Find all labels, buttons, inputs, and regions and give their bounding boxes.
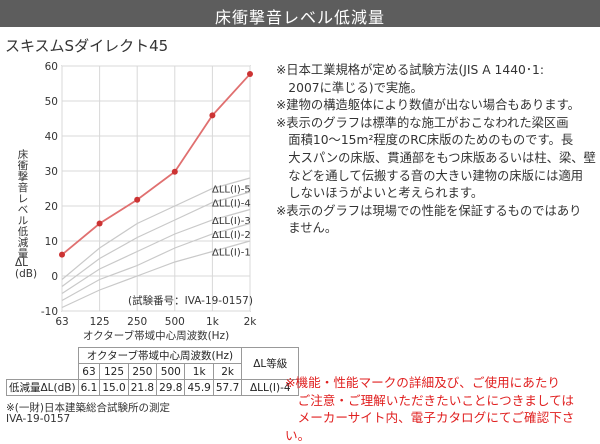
footer-test-id: IVA-19-0157 <box>6 413 71 425</box>
reference-curve <box>61 222 251 302</box>
y-tick-label: -10 <box>41 306 58 318</box>
table-value-cell: 45.9 <box>184 379 214 396</box>
warning-block: ※機能・性能マークの詳細及び、ご使用にあたり ご注意・ご理解いただきたいことにつ… <box>285 374 597 444</box>
y-axis-unit-db: (dB) <box>15 268 38 280</box>
y-axis-unit: ΔL (dB) <box>15 258 43 280</box>
note-line: 大スパンの床版、貫通部をもつ床版あるいは柱、梁、壁 <box>276 150 596 165</box>
footer-source: ※(一財)日本建築総合試験所の測定 <box>6 402 170 414</box>
reference-curve-label: ΔLL(Ⅰ)-4 <box>212 199 251 210</box>
reference-curve-label: ΔLL(Ⅰ)-1 <box>212 248 251 259</box>
y-tick-label: 50 <box>45 96 58 108</box>
y-axis-label: 床衝撃音レベル低減量 <box>17 149 29 260</box>
note-line: ※日本工業規格が定める試験方法(JIS A 1440･1: <box>276 63 544 77</box>
note-line: しないほうがよいと考えられます。 <box>276 186 484 201</box>
data-point <box>247 71 253 78</box>
warning-line: ※機能・性能マークの詳細及び、ご使用にあたり <box>285 375 561 390</box>
data-point <box>134 196 141 203</box>
note-line: 2007に準じる)で実施。 <box>276 80 423 95</box>
notes-block: ※日本工業規格が定める試験方法(JIS A 1440･1: 2007に準じる)で… <box>276 62 596 238</box>
x-tick-label: 2k <box>244 316 258 328</box>
table-freq-cell: 1k <box>184 363 214 380</box>
x-tick-label: 500 <box>165 316 185 328</box>
table-corner <box>6 347 79 380</box>
table-value-cell: 6.1 <box>77 379 101 396</box>
reference-curve <box>61 177 251 280</box>
note-line: ※表示のグラフは現場での性能を保証するものではあり <box>276 203 582 218</box>
note-line: ※表示のグラフは標準的な施工がおこなわれた梁区画 <box>276 115 569 130</box>
product-name: スキスムSダイレクト45 <box>5 37 169 55</box>
x-axis-label: オクターブ帯域中心周波数(Hz) <box>83 329 229 342</box>
table-freq-cell: 63 <box>77 363 101 380</box>
x-tick-label: 125 <box>90 316 110 328</box>
data-table: オクターブ帯域中心周波数(Hz) ΔL等級 63 125 250 500 1k … <box>6 347 300 396</box>
table-value-cell: 15.0 <box>99 379 129 396</box>
grid <box>61 65 251 312</box>
note-line: などを通して伝搬する音の大きい建物の床版には適用 <box>276 168 584 183</box>
note-line: ません。 <box>276 221 338 236</box>
y-tick-label: 10 <box>45 236 58 248</box>
table-freq-cell: 250 <box>127 363 158 380</box>
y-tick-label: 20 <box>45 201 58 213</box>
title-banner: 床衝撃音レベル低減量 <box>0 0 600 27</box>
y-tick-label: 30 <box>45 166 58 178</box>
warning-line: メーカーサイト内、電子カタログにてご確認下さい。 <box>285 410 575 443</box>
x-tick-label: 250 <box>127 316 147 328</box>
y-tick-label: 40 <box>45 131 58 143</box>
table-freq-header: オクターブ帯域中心周波数(Hz) <box>77 347 243 364</box>
banner-title: 床衝撃音レベル低減量 <box>214 8 385 27</box>
x-tick-label: 1k <box>206 316 220 328</box>
plot-area <box>61 65 251 312</box>
table-grade-header: ΔL等級 <box>241 347 300 380</box>
table-freq-cell: 125 <box>99 363 129 380</box>
reduction-chart: ΔLL(Ⅰ)-5 ΔLL(Ⅰ)-4 ΔLL(Ⅰ)-3 ΔLL(Ⅰ)-2 ΔLL(Ⅰ)-1… <box>41 61 257 342</box>
table-row-label: 低減量ΔL(dB) <box>6 379 79 396</box>
y-tick-label: 60 <box>45 61 58 73</box>
data-point <box>171 168 178 175</box>
series-line <box>61 73 251 256</box>
data-point <box>209 112 216 119</box>
reference-curves: ΔLL(Ⅰ)-5 ΔLL(Ⅰ)-4 ΔLL(Ⅰ)-3 ΔLL(Ⅰ)-2 ΔLL(Ⅰ)-1 <box>61 177 251 309</box>
x-tick-label: 63 <box>55 316 68 328</box>
table-value-cell: 57.7 <box>212 379 243 396</box>
table-grade-cell: ΔLL(Ⅰ)-4 <box>241 379 300 396</box>
table-value-cell: 21.8 <box>127 379 158 396</box>
reference-curve-label: ΔLL(Ⅰ)-3 <box>212 216 251 227</box>
reference-curve <box>61 240 251 309</box>
reference-curve-label: ΔLL(Ⅰ)-5 <box>212 185 251 196</box>
x-ticks: 63 125 250 500 1k 2k <box>55 316 257 328</box>
data-point <box>96 220 103 227</box>
note-line: 面積10～15m²程度のRC床版のためのものです。長 <box>276 133 574 148</box>
data-series <box>59 71 253 258</box>
warning-line: ご注意・ご理解いただきたいことにつきましては <box>285 392 575 408</box>
table-value-cell: 29.8 <box>156 379 186 396</box>
table-freq-cell: 2k <box>212 363 243 380</box>
y-ticks: 60 50 40 30 20 10 0 -10 <box>41 61 58 318</box>
reference-curve <box>61 191 251 287</box>
note-line: ※建物の構造躯体により数値が出ない場合もあります。 <box>276 98 580 113</box>
y-axis-unit-symbol: ΔL <box>15 257 29 269</box>
test-number: (試験番号：IVA-19-0157) <box>128 294 253 307</box>
reference-curve <box>61 208 251 295</box>
reference-curve-label: ΔLL(Ⅰ)-2 <box>212 230 251 241</box>
data-point <box>59 251 65 258</box>
table-freq-cell: 500 <box>156 363 186 380</box>
y-tick-label: 0 <box>51 271 58 283</box>
